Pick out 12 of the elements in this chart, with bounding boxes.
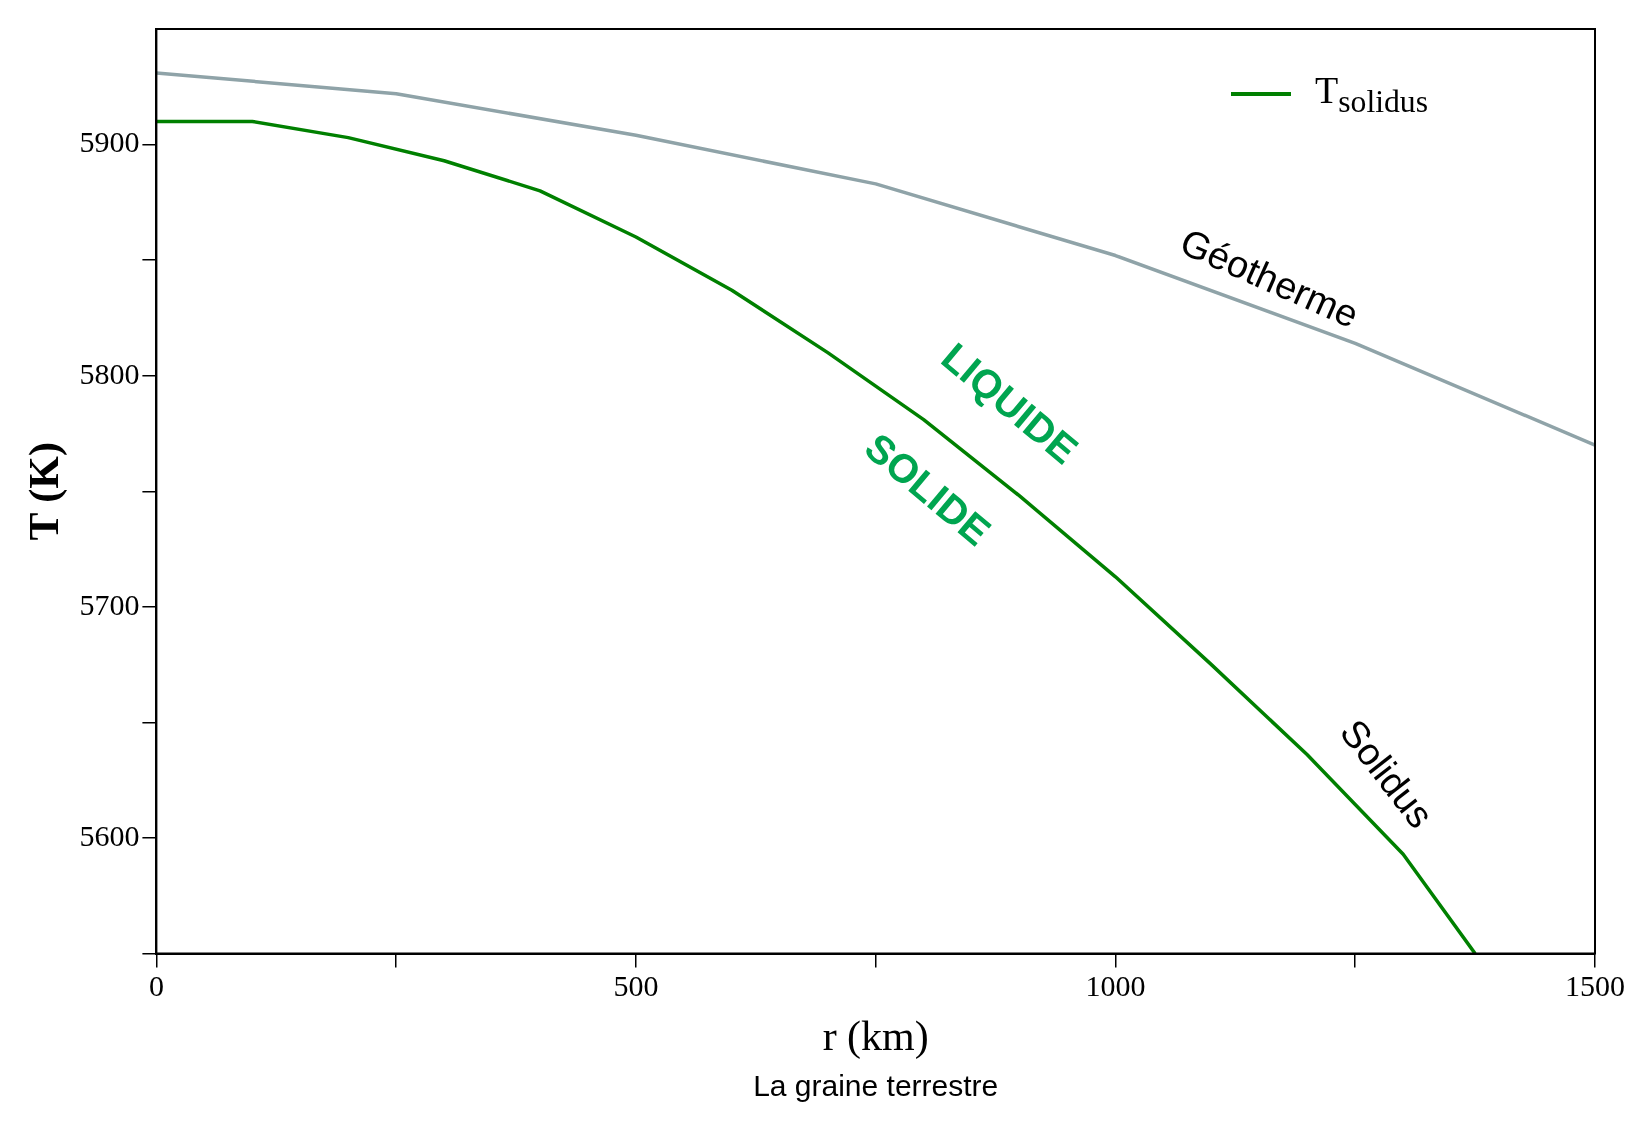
x-tick-label: 1500 xyxy=(1565,969,1625,1003)
y-tick-label: 5700 xyxy=(79,587,140,621)
y-tick-label: 5800 xyxy=(79,356,140,390)
x-axis-title: r (km) xyxy=(822,1012,929,1060)
x-tick-label: 1000 xyxy=(1085,969,1146,1003)
x-tick-label: 500 xyxy=(613,969,659,1003)
text: La graine terrestre xyxy=(753,1069,999,1102)
y-axis-title: T (K) xyxy=(21,442,69,541)
legend-label: T$_{solidus}$ xyxy=(1315,68,1428,120)
y-tick-label: 5900 xyxy=(79,125,140,159)
y-tick-label: 5600 xyxy=(79,818,140,852)
x-tick-label: 0 xyxy=(148,969,164,1003)
